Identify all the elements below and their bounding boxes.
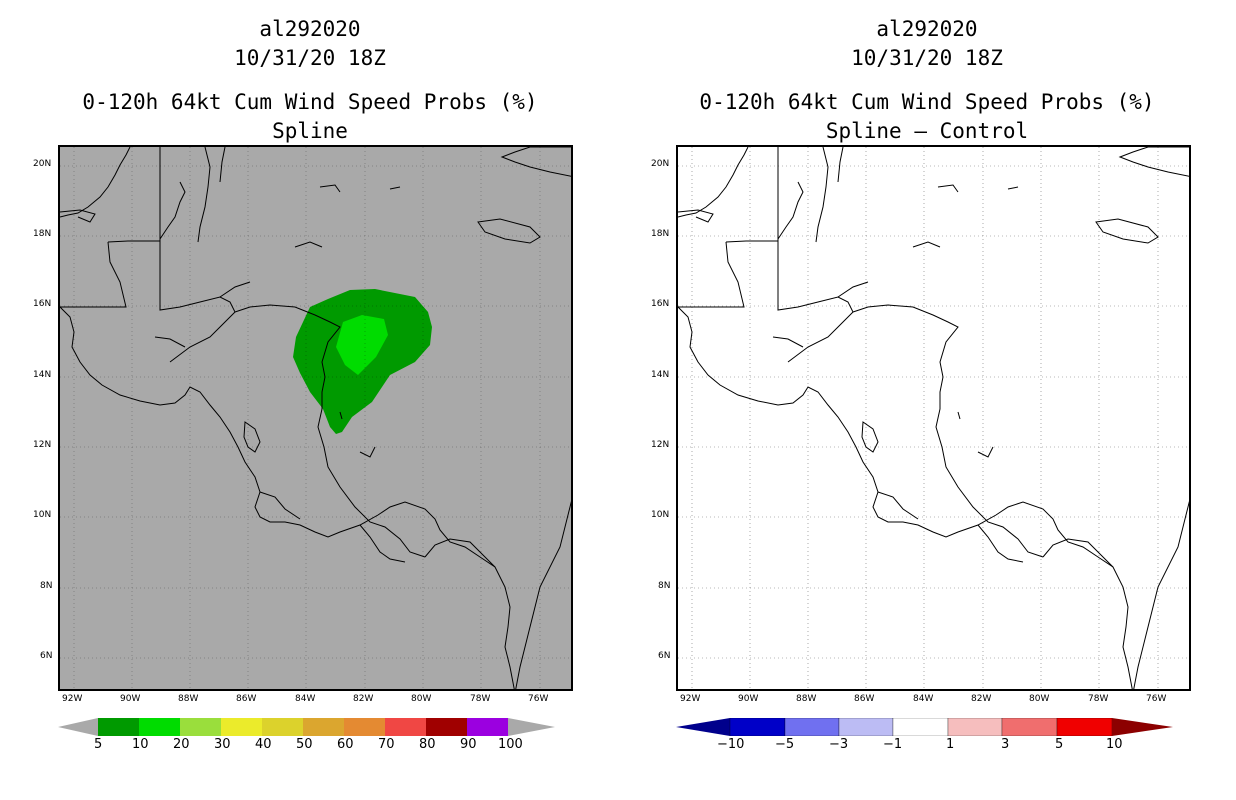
left-subtitle: Spline <box>272 119 348 143</box>
left-grid <box>60 147 571 689</box>
colorbar-swatch <box>221 718 262 736</box>
colorbar-label: 3 <box>1001 737 1010 752</box>
left-lon-label: 88W <box>178 694 199 704</box>
colorbar-label: 100 <box>498 737 523 752</box>
left-lat-label: 16N <box>33 299 52 309</box>
colorbar-label: 1 <box>946 737 955 752</box>
right-storm-id: al292020 <box>876 17 978 41</box>
right-lat-label: 20N <box>651 159 670 169</box>
colorbar-label: 70 <box>378 737 395 752</box>
colorbar-swatch <box>98 718 139 736</box>
right-grid <box>678 147 1189 689</box>
colorbar-label: −1 <box>883 737 903 752</box>
right-date: 10/31/20 18Z <box>851 46 1003 70</box>
colorbar-label: 90 <box>460 737 477 752</box>
left-colorbar <box>58 718 555 736</box>
right-colorbar <box>676 718 1173 736</box>
colorbar-swatch <box>139 718 180 736</box>
right-lon-label: 76W <box>1146 694 1167 704</box>
colorbar-swatch <box>262 718 303 736</box>
left-date: 10/31/20 18Z <box>234 46 386 70</box>
right-map <box>676 145 1191 691</box>
left-lon-label: 80W <box>411 694 432 704</box>
colorbar-label: 40 <box>255 737 272 752</box>
right-subtitle: Spline – Control <box>825 119 1029 143</box>
colorbar-left-arrow <box>58 718 98 736</box>
colorbar-swatch <box>1001 718 1058 736</box>
left-lon-label: 84W <box>295 694 316 704</box>
colorbar-label: 60 <box>337 737 354 752</box>
right-lon-label: 86W <box>854 694 875 704</box>
right-map-canvas <box>678 147 1189 689</box>
left-lat-label: 8N <box>40 581 53 591</box>
colorbar-label: 5 <box>1055 737 1064 752</box>
right-lat-label: 18N <box>651 229 670 239</box>
right-lon-label: 78W <box>1088 694 1109 704</box>
colorbar-swatch <box>838 718 894 736</box>
colorbar-label: −5 <box>775 737 795 752</box>
colorbar-label: 30 <box>214 737 231 752</box>
left-lat-label: 20N <box>33 159 52 169</box>
colorbar-left-arrow <box>676 718 730 736</box>
right-lon-label: 82W <box>971 694 992 704</box>
left-lon-label: 76W <box>528 694 549 704</box>
left-lat-label: 14N <box>33 370 52 380</box>
probability-fill <box>293 289 432 434</box>
colorbar-right-arrow <box>508 718 555 736</box>
colorbar-swatch <box>892 718 949 736</box>
right-product-title: 0-120h 64kt Cum Wind Speed Probs (%) <box>699 90 1155 114</box>
colorbar-label: 20 <box>173 737 190 752</box>
colorbar-swatch <box>180 718 221 736</box>
coastlines <box>678 147 1189 689</box>
colorbar-swatch <box>344 718 385 736</box>
right-lat-label: 12N <box>651 440 670 450</box>
left-lat-label: 12N <box>33 440 52 450</box>
left-lat-label: 10N <box>33 510 52 520</box>
left-lon-label: 78W <box>470 694 491 704</box>
right-lat-label: 8N <box>658 581 671 591</box>
left-lat-label: 6N <box>40 651 53 661</box>
right-lon-label: 90W <box>738 694 759 704</box>
left-storm-id: al292020 <box>259 17 361 41</box>
colorbar-right-arrow <box>1112 718 1173 736</box>
colorbar-label: 5 <box>94 737 103 752</box>
colorbar-label: −10 <box>717 737 745 752</box>
right-lat-label: 10N <box>651 510 670 520</box>
left-lon-label: 92W <box>62 694 83 704</box>
right-lon-label: 88W <box>796 694 817 704</box>
left-lat-label: 18N <box>33 229 52 239</box>
colorbar-label: 10 <box>1106 737 1123 752</box>
left-lon-label: 82W <box>353 694 374 704</box>
left-lon-label: 90W <box>120 694 141 704</box>
left-map-canvas <box>60 147 571 689</box>
right-lat-label: 16N <box>651 299 670 309</box>
left-map <box>58 145 573 691</box>
colorbar-label: 80 <box>419 737 436 752</box>
colorbar-label: 10 <box>132 737 149 752</box>
right-lat-label: 14N <box>651 370 670 380</box>
left-product-title: 0-120h 64kt Cum Wind Speed Probs (%) <box>82 90 538 114</box>
coastlines <box>60 147 571 689</box>
colorbar-label: 50 <box>296 737 313 752</box>
colorbar-swatch <box>303 718 344 736</box>
right-lon-label: 80W <box>1029 694 1050 704</box>
colorbar-swatch <box>385 718 426 736</box>
colorbar-swatch <box>426 718 467 736</box>
right-lon-label: 92W <box>680 694 701 704</box>
right-lat-label: 6N <box>658 651 671 661</box>
colorbar-swatch <box>729 718 786 736</box>
colorbar-swatch <box>1056 718 1113 736</box>
right-lon-label: 84W <box>913 694 934 704</box>
left-lon-label: 86W <box>236 694 257 704</box>
colorbar-swatch <box>784 718 840 736</box>
colorbar-swatch <box>467 718 508 736</box>
colorbar-swatch <box>947 718 1003 736</box>
colorbar-label: −3 <box>829 737 849 752</box>
